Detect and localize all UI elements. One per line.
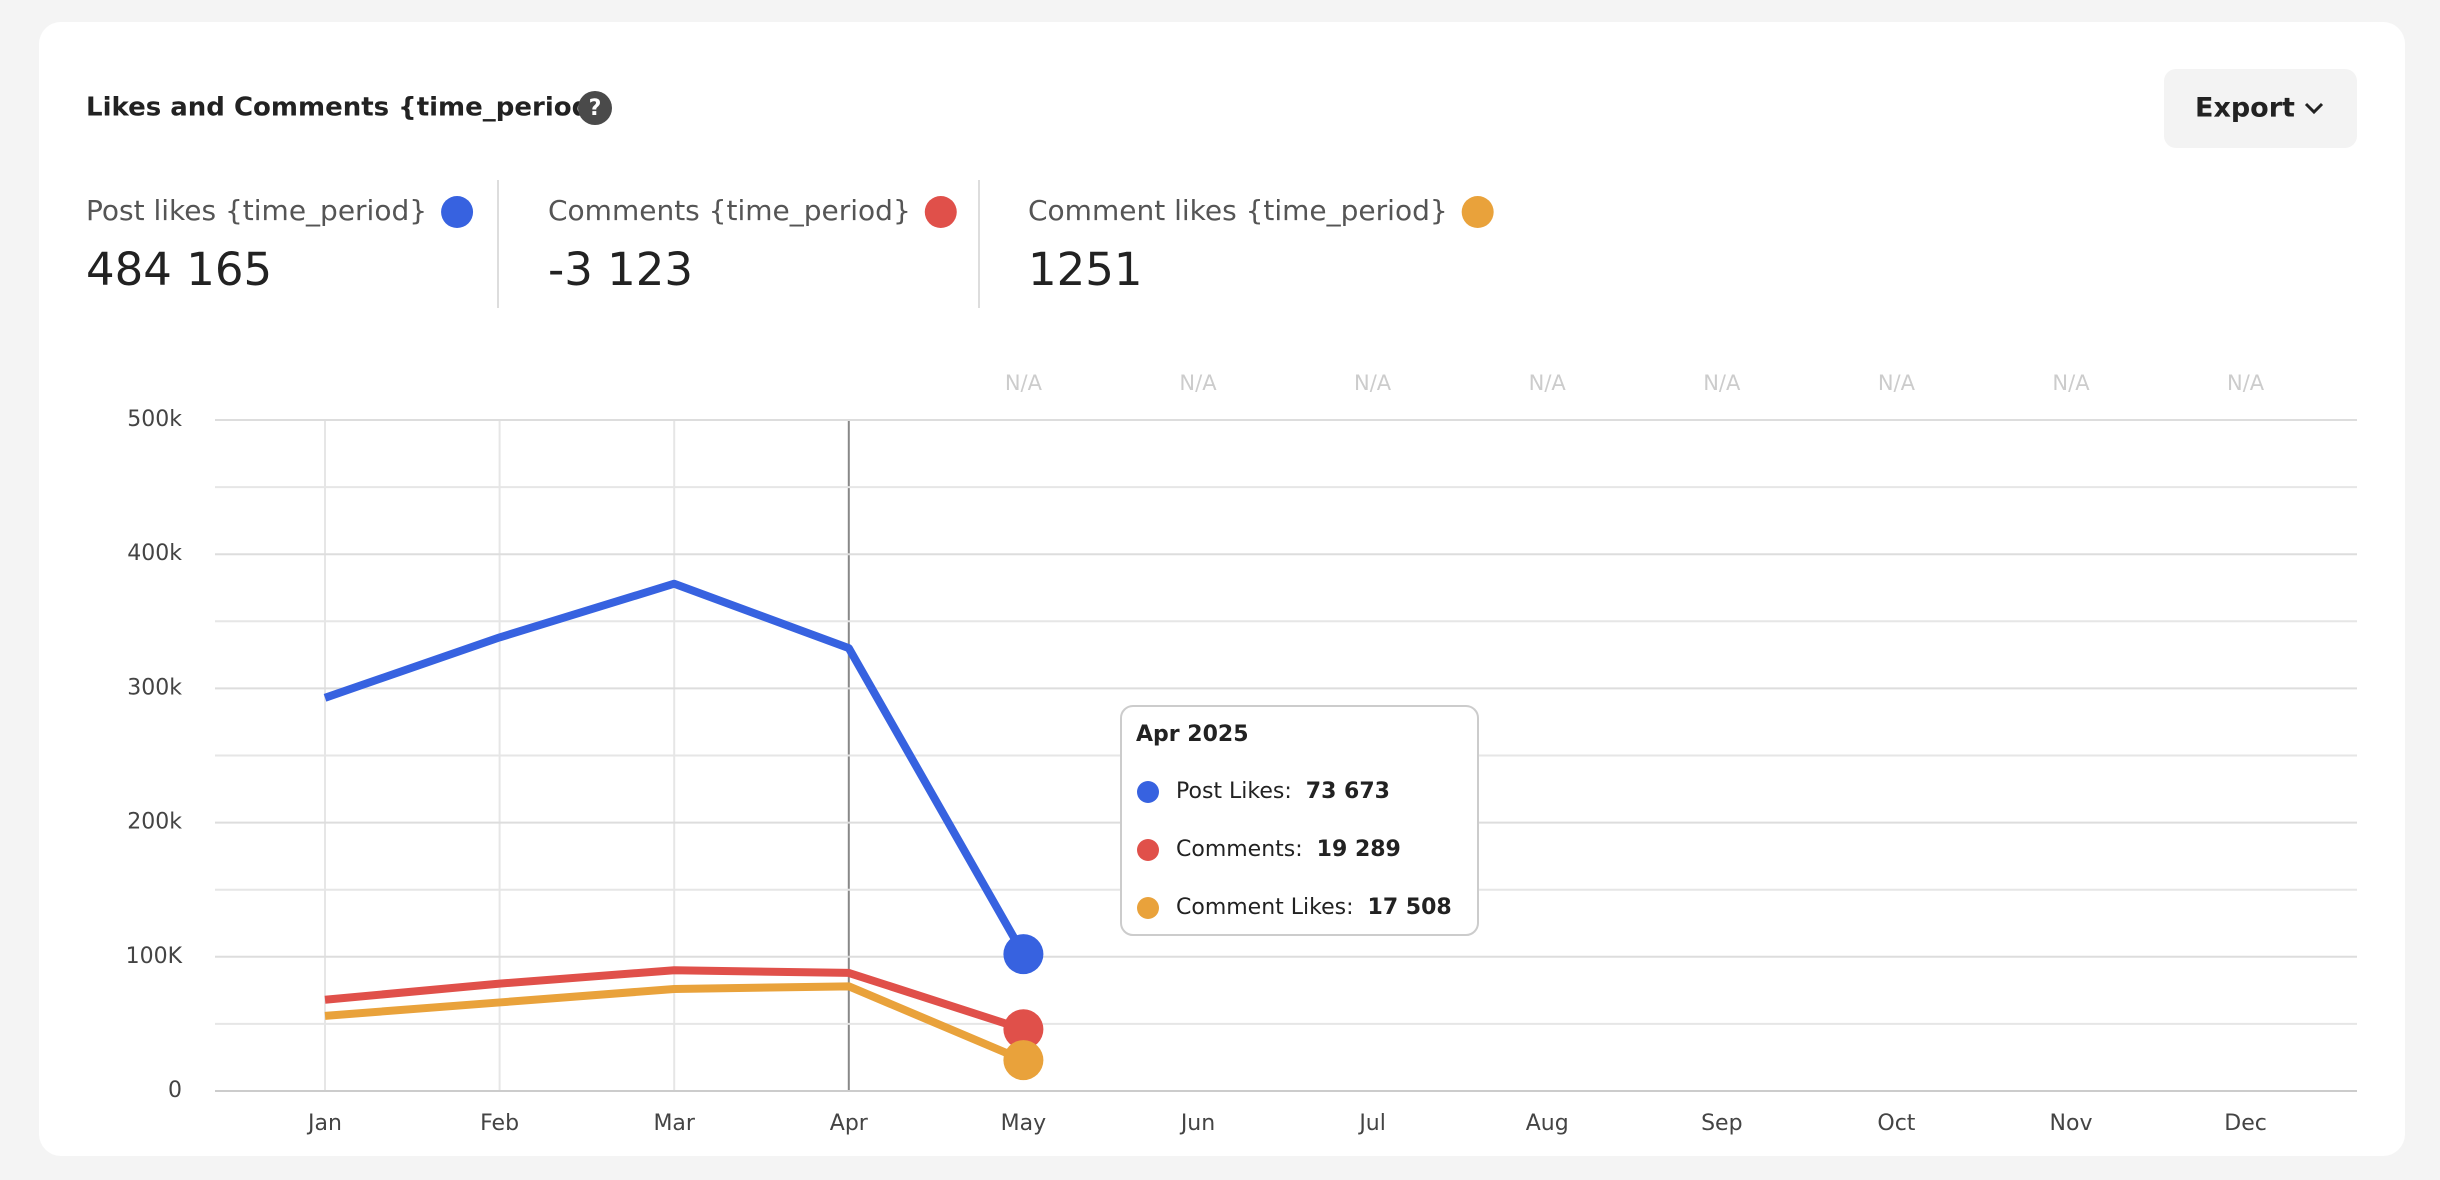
na-label: N/A: [1179, 371, 1217, 395]
stat-label: Post likes {time_period}: [86, 194, 427, 227]
na-label: N/A: [1529, 371, 1567, 395]
series-line: [323, 579, 1027, 957]
x-tick-label: Dec: [2224, 1111, 2267, 1136]
stat-label: Comment likes {time_period}: [1028, 194, 1448, 227]
x-tick-label: Jan: [306, 1111, 342, 1136]
x-tick-label: Jul: [1357, 1111, 1386, 1136]
y-tick-label: 0: [168, 1078, 182, 1103]
stat-value: 1251: [1028, 243, 1143, 296]
tooltip-label: Comments:: [1176, 837, 1303, 862]
button-bg: [2164, 69, 2357, 148]
x-tick-label: Jun: [1179, 1111, 1215, 1136]
x-tick-label: Nov: [2050, 1111, 2093, 1136]
y-tick-label: 500k: [127, 407, 182, 432]
x-tick-label: Apr: [830, 1111, 869, 1136]
x-tick-label: Mar: [653, 1111, 695, 1136]
tooltip-value: 73 673: [1306, 779, 1390, 804]
stat-dot: [1461, 196, 1494, 228]
stat-value: 484 165: [86, 243, 272, 296]
title: Likes and Comments {time_period}: [86, 93, 609, 123]
na-label: N/A: [1878, 371, 1916, 395]
tooltip-dot: [1137, 839, 1159, 861]
na-label: N/A: [2227, 371, 2265, 395]
stat-value: -3 123: [548, 243, 693, 296]
na-label: N/A: [1354, 371, 1392, 395]
series-line: [324, 966, 1025, 1034]
na-label: N/A: [1703, 371, 1741, 395]
tooltip-box: [1120, 705, 1479, 936]
tooltip-label: Comment Likes:: [1176, 895, 1354, 920]
export-button[interactable]: Export: [2164, 69, 2357, 148]
card: [39, 22, 2405, 1156]
tooltip-label: Post Likes:: [1176, 779, 1292, 804]
stat-label: Comments {time_period}: [548, 194, 911, 227]
help-glyph: ?: [589, 96, 602, 121]
button-label: Export: [2195, 93, 2295, 124]
x-tick-label: May: [1001, 1111, 1046, 1136]
y-tick-label: 100K: [126, 944, 183, 969]
x-tick-label: Oct: [1877, 1111, 1915, 1136]
tooltip-value: 19 289: [1317, 837, 1401, 862]
y-tick-label: 300k: [127, 675, 182, 700]
help-icon[interactable]: [578, 91, 612, 125]
active-point: [1003, 934, 1044, 975]
active-point: [1003, 1009, 1044, 1050]
stat-dot: [924, 196, 957, 228]
tooltip-dot: [1137, 781, 1159, 803]
na-label: N/A: [2052, 371, 2090, 395]
stat-dot: [441, 196, 474, 228]
series-line: [324, 982, 1025, 1064]
chevron: [2304, 102, 2324, 115]
x-tick-label: Aug: [1526, 1111, 1569, 1136]
tooltip-dot: [1137, 897, 1159, 919]
y-tick-label: 200k: [127, 810, 182, 835]
x-tick-label: Feb: [480, 1111, 519, 1136]
tooltip-title: Apr 2025: [1136, 722, 1249, 747]
na-label: N/A: [1005, 371, 1043, 395]
tooltip: Apr 2025 Post Likes: 73 673 Comments: 19 289…: [1120, 705, 1479, 936]
y-tick-label: 400k: [127, 541, 182, 566]
active-point: [1003, 1040, 1044, 1081]
x-tick-label: Sep: [1701, 1111, 1742, 1136]
tooltip-value: 17 508: [1368, 895, 1452, 920]
